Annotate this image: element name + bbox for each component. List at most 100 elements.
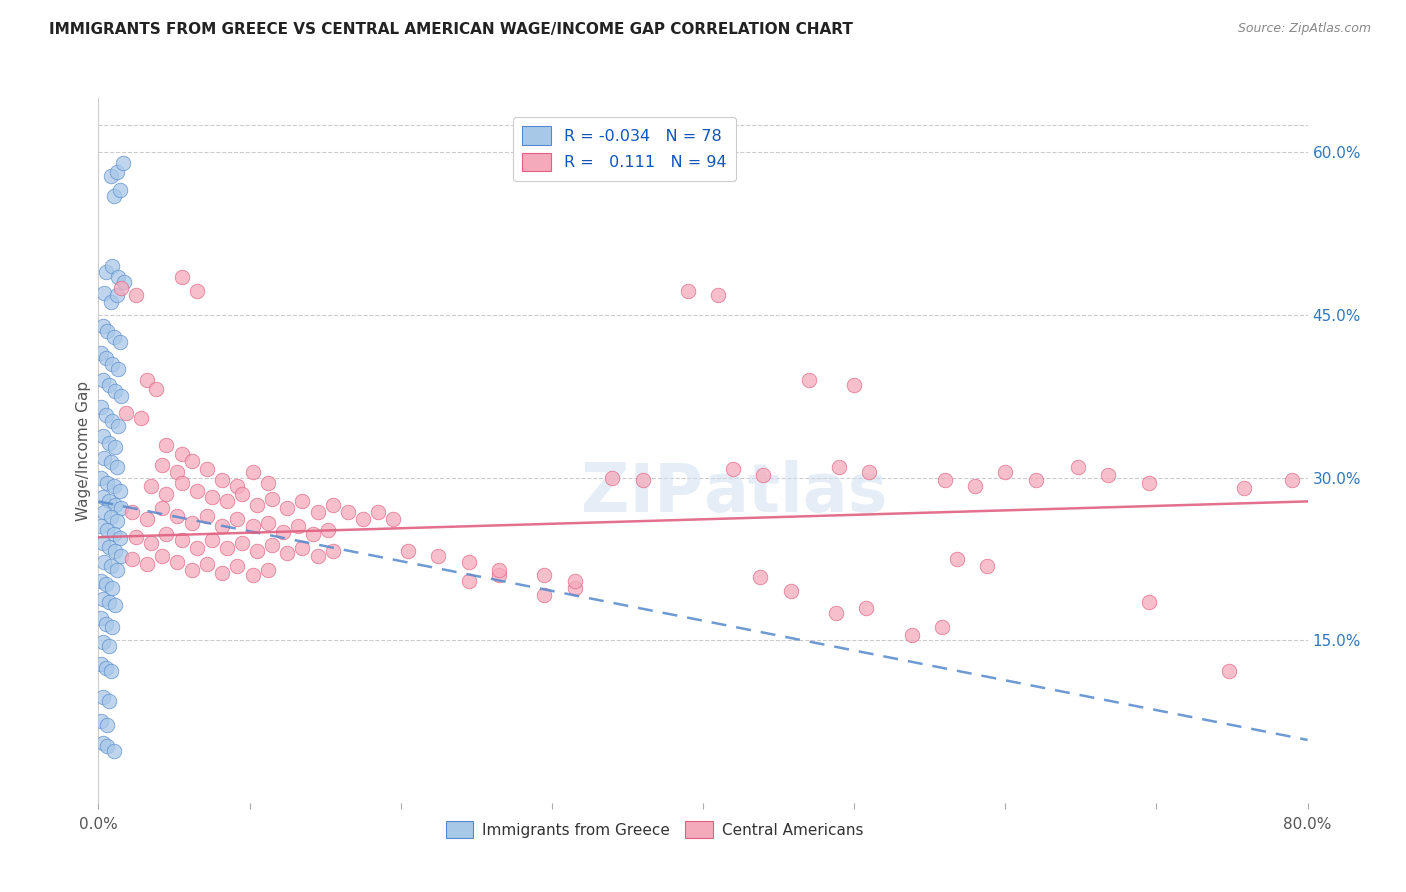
Point: [96, 717, 118, 731]
Point: [488, 568, 510, 582]
Y-axis label: Wage/Income Gap: Wage/Income Gap: [76, 380, 91, 521]
Point: [94, 408, 117, 422]
Point: [382, 512, 405, 526]
Point: [108, 531, 131, 545]
Point: [215, 541, 238, 555]
Point: [150, 549, 173, 563]
Point: [276, 500, 298, 515]
Point: [101, 581, 124, 595]
Point: [457, 555, 479, 569]
Point: [114, 405, 136, 419]
Point: [110, 281, 132, 295]
Point: [100, 294, 122, 309]
Point: [155, 527, 177, 541]
Point: [94, 576, 117, 591]
Point: [104, 544, 127, 558]
Point: [108, 483, 131, 498]
Point: [103, 479, 125, 493]
Point: [457, 574, 479, 588]
Point: [135, 512, 157, 526]
Point: [322, 498, 344, 512]
Point: [226, 559, 249, 574]
Point: [195, 508, 218, 523]
Point: [231, 487, 253, 501]
Point: [256, 563, 278, 577]
Text: IMMIGRANTS FROM GREECE VS CENTRAL AMERICAN WAGE/INCOME GAP CORRELATION CHART: IMMIGRANTS FROM GREECE VS CENTRAL AMERIC…: [49, 22, 853, 37]
Point: [91, 373, 114, 387]
Point: [825, 606, 848, 620]
Point: [797, 373, 820, 387]
Point: [110, 500, 132, 515]
Point: [105, 514, 128, 528]
Point: [91, 592, 114, 607]
Point: [91, 535, 114, 549]
Point: [94, 616, 117, 631]
Point: [256, 516, 278, 530]
Point: [855, 600, 877, 615]
Point: [336, 505, 359, 519]
Point: [262, 492, 284, 507]
Point: [91, 490, 114, 504]
Point: [287, 519, 309, 533]
Point: [828, 459, 851, 474]
Point: [186, 483, 208, 498]
Point: [564, 574, 586, 588]
Point: [676, 284, 699, 298]
Point: [427, 549, 450, 563]
Point: [104, 384, 127, 398]
Point: [90, 400, 112, 414]
Point: [110, 549, 132, 563]
Point: [91, 429, 114, 443]
Point: [242, 568, 264, 582]
Point: [96, 475, 118, 490]
Point: [121, 552, 143, 566]
Point: [181, 563, 204, 577]
Point: [103, 188, 125, 202]
Legend: Immigrants from Greece, Central Americans: Immigrants from Greece, Central American…: [440, 814, 870, 845]
Point: [291, 541, 314, 555]
Point: [125, 288, 148, 302]
Point: [931, 620, 953, 634]
Point: [155, 487, 177, 501]
Point: [90, 519, 112, 533]
Point: [108, 334, 131, 349]
Point: [94, 264, 117, 278]
Point: [181, 454, 204, 468]
Point: [105, 563, 128, 577]
Point: [564, 581, 586, 595]
Point: [276, 546, 298, 560]
Point: [90, 611, 112, 625]
Point: [107, 362, 129, 376]
Point: [723, 462, 745, 476]
Point: [100, 169, 122, 184]
Point: [246, 544, 269, 558]
Point: [111, 156, 134, 170]
Point: [98, 378, 121, 392]
Point: [93, 505, 115, 519]
Point: [262, 538, 284, 552]
Point: [231, 535, 253, 549]
Point: [965, 479, 987, 493]
Point: [186, 541, 208, 555]
Point: [211, 473, 233, 487]
Point: [166, 555, 188, 569]
Point: [96, 324, 118, 338]
Point: [135, 558, 157, 572]
Point: [1067, 459, 1090, 474]
Point: [367, 505, 389, 519]
Text: atlas: atlas: [703, 459, 887, 525]
Point: [103, 329, 125, 343]
Point: [302, 527, 325, 541]
Point: [101, 357, 124, 371]
Point: [94, 661, 117, 675]
Point: [533, 568, 555, 582]
Point: [533, 588, 555, 602]
Point: [125, 530, 148, 544]
Point: [749, 570, 772, 584]
Point: [104, 440, 127, 454]
Point: [181, 516, 204, 530]
Point: [170, 475, 193, 490]
Point: [145, 382, 167, 396]
Text: ZIP: ZIP: [581, 459, 703, 525]
Point: [121, 505, 143, 519]
